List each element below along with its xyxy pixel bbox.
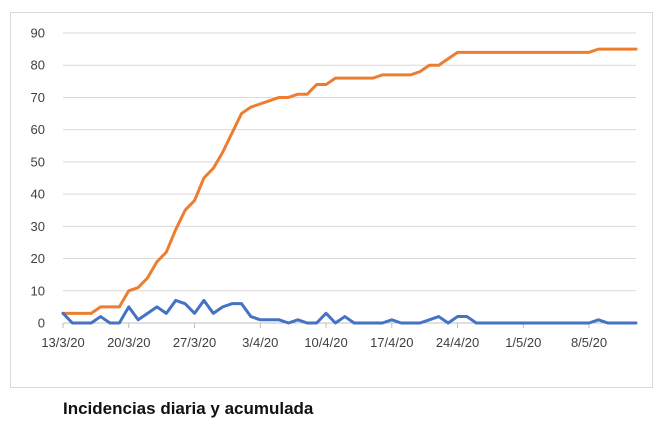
y-tick-label: 90 [31,26,45,41]
y-tick-label: 70 [31,90,45,105]
series-lines [61,47,638,325]
x-tick-label: 27/3/20 [173,335,216,350]
series-line-daily [61,298,638,325]
line-chart: 0 10 20 30 40 50 60 70 80 90 13/3/20 20/3/20 27/3/2… [31,26,638,350]
y-tick-label: 0 [38,316,45,331]
x-tick-label: 13/3/20 [41,335,84,350]
y-tick-label: 80 [31,58,45,73]
y-tick-label: 10 [31,283,45,298]
x-tick-label: 8/5/20 [571,335,607,350]
x-tick-label: 17/4/20 [370,335,413,350]
x-tick-label: 10/4/20 [304,335,347,350]
y-tick-label: 30 [31,219,45,234]
y-tick-label: 50 [31,154,45,169]
y-tick-label: 60 [31,122,45,137]
chart-frame: 0 10 20 30 40 50 60 70 80 90 13/3/20 20/3/20 27/3/2… [10,12,653,388]
y-tick-label: 40 [31,187,45,202]
x-tick-label: 24/4/20 [436,335,479,350]
y-tick-label: 20 [31,251,45,266]
x-tick-label: 20/3/20 [107,335,150,350]
x-tick-label: 1/5/20 [505,335,541,350]
series-line-cumulative [61,47,638,315]
x-tick-label: 3/4/20 [242,335,278,350]
chart-caption: Incidencias diaria y acumulada [63,399,314,418]
x-axis-tick-labels: 13/3/20 20/3/20 27/3/20 3/4/20 10/4/20 17/4/2… [41,335,607,350]
y-axis-tick-labels: 0 10 20 30 40 50 60 70 80 90 [31,26,45,331]
